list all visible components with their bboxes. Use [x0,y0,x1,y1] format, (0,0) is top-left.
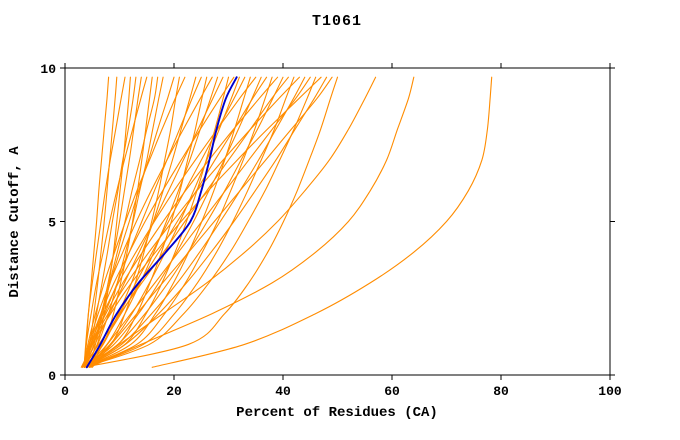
y-tick-label: 0 [48,369,56,384]
model-curve [83,76,219,368]
model-curve [83,76,284,368]
highlight-curve [85,76,238,369]
model-curve [83,76,295,368]
model-curve [89,76,311,368]
model-curve [83,76,306,368]
model-curve [83,76,235,368]
model-curve [83,76,279,368]
model-curve [83,76,339,368]
x-axis-label: Percent of Residues (CA) [236,405,438,421]
model-curve [88,76,415,368]
x-tick-label: 60 [384,384,400,399]
model-curve [86,76,377,368]
model-curve [83,76,175,368]
x-tick-label: 100 [598,384,622,399]
model-curve [83,76,300,368]
x-tick-label: 20 [166,384,182,399]
model-curve [83,76,148,368]
model-curve [83,76,273,368]
x-tick-labels: 0 20 40 60 80 100 [61,384,622,399]
y-tick-label: 5 [48,216,56,231]
model-curve [90,76,246,368]
y-axis-label: Distance Cutoff, A [7,146,23,298]
model-curve [83,76,317,368]
chart-title: T1061 [312,13,362,30]
x-tick-label: 0 [61,384,69,399]
plot-frame [64,67,611,376]
model-curve [83,76,180,368]
model-curve [83,76,186,368]
model-curve [83,76,257,368]
model-curve [87,76,268,368]
x-tick-label: 40 [275,384,291,399]
y-tick-labels: 0 5 10 [40,62,56,384]
model-curve [83,76,230,368]
model-curve [83,76,126,368]
axis-ticks [60,63,615,380]
model-curve [81,76,289,368]
model-curve [83,76,213,368]
y-tick-label: 10 [40,62,56,77]
x-tick-label: 80 [493,384,509,399]
model-curve [83,76,322,368]
model-curves [80,76,493,369]
model-curve [83,76,262,368]
model-curve [91,76,333,368]
model-curve [151,76,493,368]
